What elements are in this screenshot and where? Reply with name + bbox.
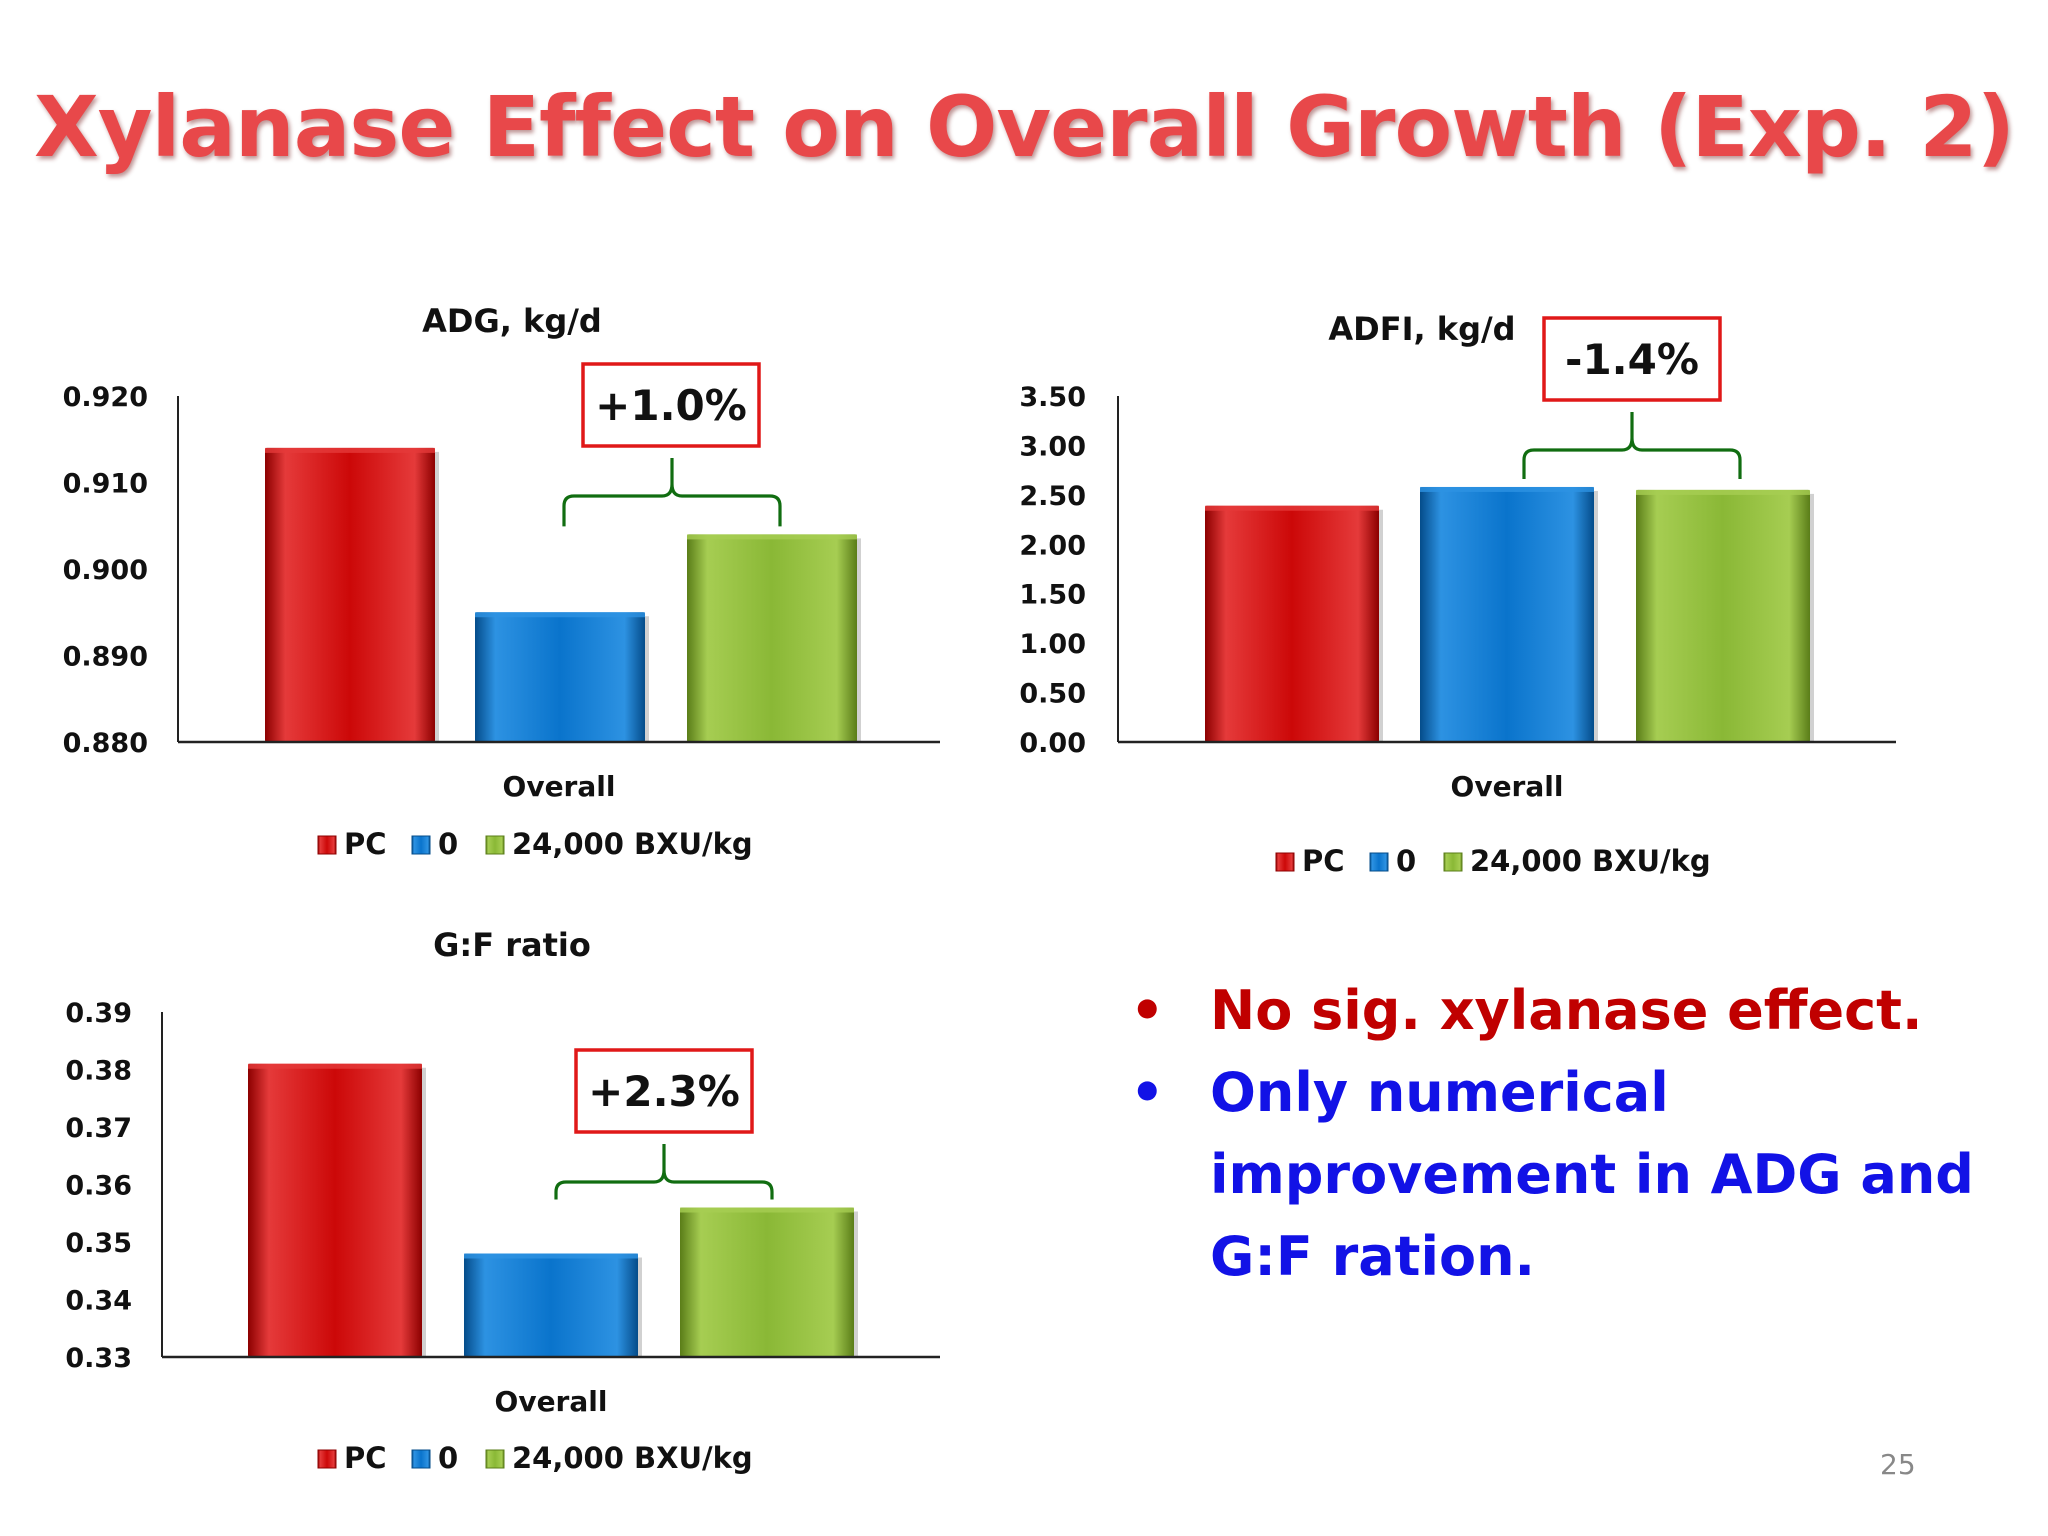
bullet-symbol: • [1130,979,1165,1042]
comparison-brace [554,1144,774,1200]
legend-label: 24,000 BXU/kg [512,827,753,861]
legend-label: 24,000 BXU/kg [512,1441,753,1475]
bullet-item-1: • No sig. xylanase effect. [1130,970,1990,1052]
bullet-symbol: • [1130,1061,1165,1124]
page-number: 25 [1880,1448,1916,1481]
y-tick-label: 0.900 [63,555,148,586]
annotation-percent: +2.3% [588,1067,740,1116]
bar-top-highlight [265,447,435,453]
legend-label: PC [1302,844,1345,878]
y-tick-label: 0.34 [65,1286,132,1317]
y-tick-label: 0.39 [65,998,132,1029]
annotation-box [1542,316,1722,402]
legend-swatch [411,835,431,855]
y-tick-label: 0.890 [63,642,148,673]
annotation-percent: +1.0% [595,381,747,430]
y-tick-label: 0.36 [65,1171,132,1202]
legend-label: 0 [1396,844,1416,878]
y-tick-label: 0.33 [65,1343,132,1374]
bar-zero [475,612,645,742]
legend-label: 0 [438,827,458,861]
annotation-box [574,1048,754,1134]
legend-swatch [1369,852,1389,872]
bar-zero [464,1253,638,1357]
bar-top-highlight [475,612,645,618]
annotation-box [581,362,761,448]
x-category-label: Overall [1451,770,1564,803]
legend-swatch [317,1449,337,1469]
chart-title: ADFI, kg/d [1328,310,1515,348]
bar-pc [1205,505,1379,742]
x-category-label: Overall [503,770,616,803]
y-tick-label: 0.880 [63,728,148,759]
bar-top-highlight [1420,486,1594,492]
bar-pc [265,447,435,742]
bar-xylanase [1636,489,1810,742]
y-tick-label: 0.910 [63,469,148,500]
conclusion-bullets: • No sig. xylanase effect. • Only numeri… [1130,970,1990,1298]
y-tick-label: 2.00 [1019,530,1086,561]
legend-swatch [411,1449,431,1469]
adg-chart: ADG, kg/d 0.880 0.890 0.900 0.910 0.920 Overal… [63,302,940,861]
bar-top-highlight [687,534,857,540]
annotation-percent: -1.4% [1565,335,1699,384]
y-tick-label: 3.00 [1019,431,1086,462]
y-tick-label: 0.50 [1019,679,1086,710]
legend-swatch [485,835,505,855]
x-category-label: Overall [495,1385,608,1418]
legend-label: PC [344,1441,387,1475]
y-tick-label: 0.00 [1019,728,1086,759]
y-tick-label: 1.00 [1019,629,1086,660]
gf-ratio-chart: G:F ratio 0.33 0.34 0.35 0.36 0.37 0.38 0.39 Ove… [65,926,940,1475]
comparison-brace [1522,412,1742,479]
y-tick-label: 2.50 [1019,481,1086,512]
y-tick-label: 0.38 [65,1056,132,1087]
bullet-text-2: Only numerical improvement in ADG and G:… [1210,1061,1974,1288]
chart-title: ADG, kg/d [422,302,602,340]
y-tick-label: 0.920 [63,382,148,413]
y-tick-label: 0.35 [65,1228,132,1259]
bar-zero [1420,486,1594,742]
legend-swatch [1443,852,1463,872]
slide-title: Xylanase Effect on Overall Growth (Exp. … [33,78,2015,176]
adfi-chart: ADFI, kg/d 0.00 0.50 1.00 1.50 2.00 2.50 3.00 3.… [1019,310,1896,878]
legend-label: 0 [438,1441,458,1475]
bar-top-highlight [1636,489,1810,495]
y-tick-label: 0.37 [65,1113,132,1144]
bar-top-highlight [248,1063,422,1069]
chart-title: G:F ratio [433,926,591,964]
bar-xylanase [680,1207,854,1357]
bar-xylanase [687,534,857,742]
comparison-brace [562,458,782,527]
bar-pc [248,1063,422,1357]
bullet-item-2: • Only numerical improvement in ADG and … [1130,1052,1990,1298]
y-tick-label: 3.50 [1019,382,1086,413]
legend-swatch [485,1449,505,1469]
bar-top-highlight [464,1253,638,1259]
bullet-text-1: No sig. xylanase effect. [1210,979,1923,1042]
bar-top-highlight [680,1207,854,1213]
legend-label: PC [344,827,387,861]
y-tick-label: 1.50 [1019,580,1086,611]
legend-label: 24,000 BXU/kg [1470,844,1711,878]
legend-swatch [1275,852,1295,872]
legend-swatch [317,835,337,855]
bar-top-highlight [1205,505,1379,511]
